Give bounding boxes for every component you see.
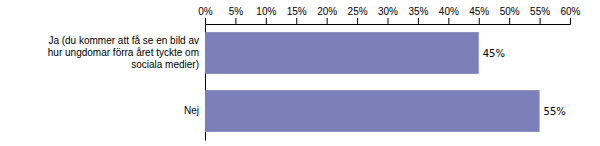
x-tick-label: 5% [229, 6, 244, 17]
x-tick-mark [388, 18, 389, 24]
x-tick: 35% [408, 6, 428, 24]
x-tick: 45% [469, 6, 489, 24]
x-tick-label: 0% [198, 6, 213, 17]
x-tick: 40% [439, 6, 459, 24]
x-tick-label: 60% [560, 6, 580, 17]
x-tick: 5% [229, 6, 244, 24]
data-label: 55% [544, 106, 566, 117]
x-tick-label: 45% [469, 6, 489, 17]
x-tick-mark [357, 18, 358, 24]
x-tick-mark [327, 18, 328, 24]
x-tick: 25% [348, 6, 368, 24]
x-tick-label: 10% [256, 6, 276, 17]
data-labels: 45% 55% [483, 48, 566, 117]
x-tick-mark [296, 18, 297, 24]
x-tick-mark [540, 18, 541, 24]
chart-svg: 0% 5% 10% 15% 20% 25% 30% 35% 40% 45% 50% 55% 60% Ja … [0, 0, 600, 146]
chart-container: 0% 5% 10% 15% 20% 25% 30% 35% 40% 45% 50% 55% 60% Ja … [0, 0, 600, 146]
y-tick: Nej [184, 105, 205, 116]
x-tick-label: 25% [348, 6, 368, 17]
x-tick-label: 50% [500, 6, 520, 17]
y-tick-label: Ja (du kommer att få se en bild avhur un… [48, 35, 199, 70]
x-tick-mark [479, 18, 480, 24]
x-tick: 15% [287, 6, 307, 24]
x-tick-label: 55% [530, 6, 550, 17]
y-tick: Ja (du kommer att få se en bild avhur un… [48, 35, 205, 70]
x-axis-line [206, 18, 571, 25]
x-tick: 30% [378, 6, 398, 24]
bars [205, 32, 540, 132]
x-tick-mark [205, 18, 206, 24]
x-tick-mark [448, 18, 449, 24]
x-tick-label: 35% [408, 6, 428, 17]
bar [205, 32, 479, 74]
x-tick-label: 15% [287, 6, 307, 17]
x-tick-label: 40% [439, 6, 459, 17]
x-tick-label: 20% [317, 6, 337, 17]
x-tick-mark [509, 18, 510, 24]
x-tick: 60% [560, 6, 580, 24]
x-tick-mark [570, 18, 571, 24]
y-tick-label: Nej [184, 105, 199, 116]
x-tick: 20% [317, 6, 337, 24]
x-tick: 50% [500, 6, 520, 24]
y-axis: Ja (du kommer att få se en bild avhur un… [48, 25, 206, 141]
data-label: 45% [483, 48, 505, 59]
x-tick: 10% [256, 6, 276, 24]
x-tick-mark [266, 18, 267, 24]
x-tick: 55% [530, 6, 550, 24]
plot-area: 0% 5% 10% 15% 20% 25% 30% 35% 40% 45% 50% 55% 60% Ja … [48, 6, 581, 141]
x-tick-mark [418, 18, 419, 24]
x-tick: 0% [198, 6, 213, 24]
x-tick-mark [235, 18, 236, 24]
x-tick-label: 30% [378, 6, 398, 17]
bar [205, 90, 540, 132]
x-axis: 0% 5% 10% 15% 20% 25% 30% 35% 40% 45% 50% 55% 60% [198, 6, 580, 25]
